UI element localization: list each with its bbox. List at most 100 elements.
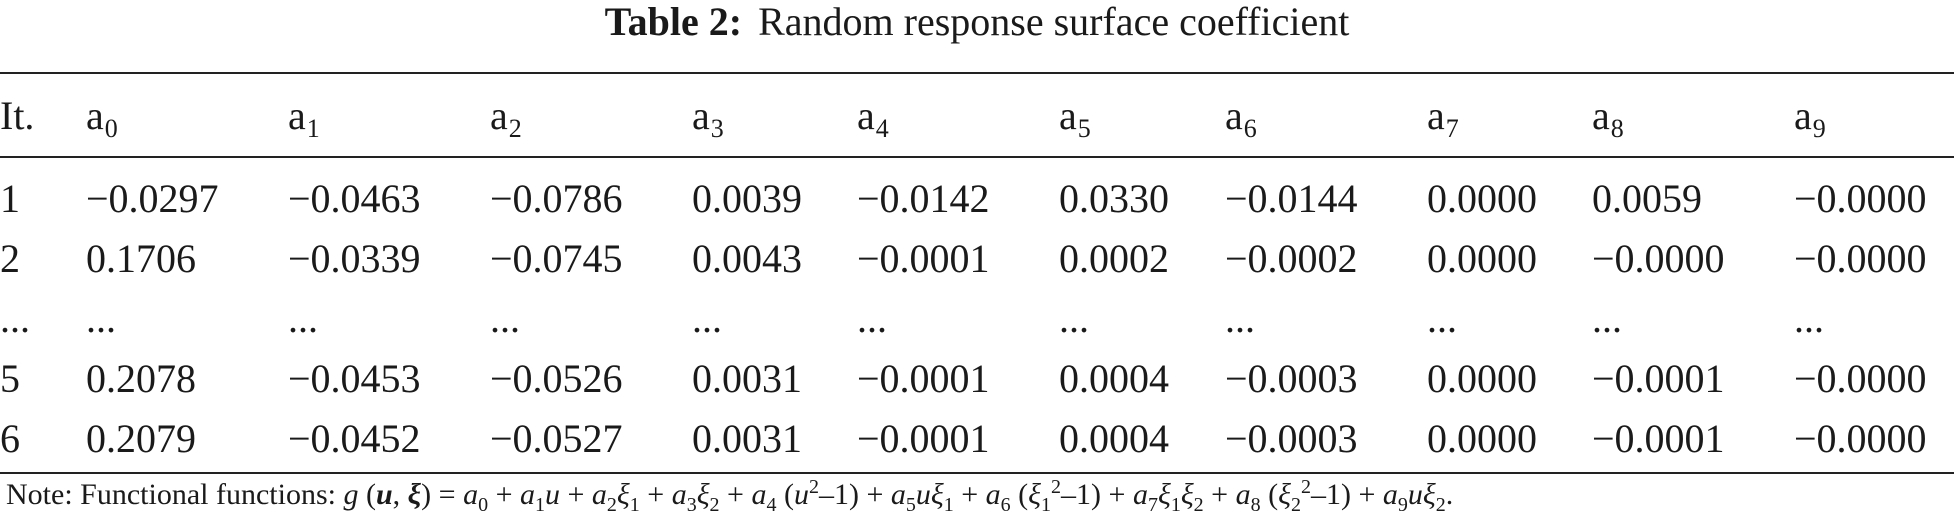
iteration-cell: 5 bbox=[0, 355, 20, 401]
iteration-cell: 1 bbox=[0, 175, 20, 221]
caption-label: Table 2: bbox=[604, 0, 743, 44]
note-prefix: Note: Functional functions: bbox=[6, 478, 336, 511]
coefficient-cell: −0.0453 bbox=[288, 355, 421, 401]
coefficient-cell: −0.0000 bbox=[1794, 235, 1927, 281]
coefficient-cell: −0.0001 bbox=[857, 235, 990, 281]
coefficient-cell: ... bbox=[692, 295, 722, 341]
coefficient-cell: ... bbox=[1427, 295, 1457, 341]
coefficient-cell: −0.0003 bbox=[1225, 355, 1358, 401]
coefficient-cell: ... bbox=[1059, 295, 1089, 341]
column-header-base: a bbox=[1059, 92, 1077, 138]
coefficient-cell: −0.0527 bbox=[490, 415, 623, 461]
coefficient-cell: 0.2079 bbox=[86, 415, 196, 461]
coefficient-cell: −0.0001 bbox=[1592, 415, 1725, 461]
table-header-row: It. a0 a1 a2 a3 a4 a5 a6 a7 a8 a9 bbox=[0, 73, 1954, 157]
column-header-subscript: 2 bbox=[508, 113, 522, 143]
column-header-a8: a8 bbox=[1592, 73, 1794, 157]
column-header-a1: a1 bbox=[288, 73, 490, 157]
column-header-subscript: 8 bbox=[1610, 113, 1624, 143]
column-header-a2: a2 bbox=[490, 73, 692, 157]
coefficient-cell: 0.0031 bbox=[692, 415, 802, 461]
coefficient-cell: −0.0339 bbox=[288, 235, 421, 281]
column-header-subscript: 3 bbox=[710, 113, 724, 143]
coefficient-cell: −0.0002 bbox=[1225, 235, 1358, 281]
iteration-cell: 6 bbox=[0, 415, 20, 461]
column-header-subscript: 1 bbox=[306, 113, 320, 143]
coefficient-cell: ... bbox=[1225, 295, 1255, 341]
coefficient-cell: −0.0144 bbox=[1225, 175, 1358, 221]
coefficient-cell: 0.0000 bbox=[1427, 415, 1537, 461]
coefficient-cell: −0.0786 bbox=[490, 175, 623, 221]
iteration-cell: ... bbox=[0, 295, 30, 341]
table-row: ................................. bbox=[0, 288, 1954, 348]
coefficient-cell: 0.0330 bbox=[1059, 175, 1169, 221]
coefficient-cell: ... bbox=[1794, 295, 1824, 341]
column-header-base: a bbox=[1794, 92, 1812, 138]
table-row: 2 0.1706 −0.0339 −0.0745 0.0043 −0.0001 0.0002… bbox=[0, 228, 1954, 288]
coefficient-cell: 0.0031 bbox=[692, 355, 802, 401]
note-formula: g (u, ξ) = a0 + a1u + a2ξ1 + a3ξ2 + a4 (… bbox=[343, 476, 1454, 516]
table-caption: Table 2: Random response surface coeffici… bbox=[0, 0, 1954, 42]
column-header-subscript: 0 bbox=[104, 113, 118, 143]
coefficient-cell: 0.0000 bbox=[1427, 355, 1537, 401]
column-header-base: a bbox=[1225, 92, 1243, 138]
column-header-a6: a6 bbox=[1225, 73, 1427, 157]
coefficient-cell: −0.0452 bbox=[288, 415, 421, 461]
column-header-base: a bbox=[490, 92, 508, 138]
coefficient-cell: 0.0039 bbox=[692, 175, 802, 221]
table-row: 6 0.2079 −0.0452 −0.0527 0.0031 −0.0001 0.0004… bbox=[0, 408, 1954, 473]
coefficient-cell: 0.0043 bbox=[692, 235, 802, 281]
column-header-a5: a5 bbox=[1059, 73, 1225, 157]
coefficient-cell: 0.0000 bbox=[1427, 235, 1537, 281]
column-header-subscript: 7 bbox=[1445, 113, 1459, 143]
coefficient-cell: −0.0297 bbox=[86, 175, 219, 221]
coefficient-cell: 0.0004 bbox=[1059, 415, 1169, 461]
coefficient-cell: −0.0000 bbox=[1794, 175, 1927, 221]
coefficient-cell: 0.2078 bbox=[86, 355, 196, 401]
column-header-base: a bbox=[692, 92, 710, 138]
coefficient-cell: −0.0001 bbox=[857, 415, 990, 461]
coefficient-cell: 0.0000 bbox=[1427, 175, 1537, 221]
table-row: 1 −0.0297 −0.0463 −0.0786 0.0039 −0.0142 0.033… bbox=[0, 157, 1954, 228]
column-header-a9: a9 bbox=[1794, 73, 1954, 157]
coefficient-cell: ... bbox=[86, 295, 116, 341]
column-header-subscript: 5 bbox=[1077, 113, 1091, 143]
coefficient-cell: −0.0001 bbox=[1592, 355, 1725, 401]
coefficient-cell: ... bbox=[1592, 295, 1622, 341]
table-note: Note: Functional functions: g (u, ξ) = a… bbox=[6, 477, 1453, 515]
coefficient-cell: −0.0745 bbox=[490, 235, 623, 281]
coefficient-cell: 0.0059 bbox=[1592, 175, 1702, 221]
iteration-cell: 2 bbox=[0, 235, 20, 281]
coefficient-cell: −0.0463 bbox=[288, 175, 421, 221]
column-header-base: a bbox=[1427, 92, 1445, 138]
column-header-base: a bbox=[1592, 92, 1610, 138]
coefficient-cell: −0.0000 bbox=[1794, 355, 1927, 401]
coefficient-cell: −0.0003 bbox=[1225, 415, 1358, 461]
coefficient-cell: −0.0001 bbox=[857, 355, 990, 401]
coefficient-cell: 0.0004 bbox=[1059, 355, 1169, 401]
column-header-subscript: 6 bbox=[1243, 113, 1257, 143]
column-header-subscript: 9 bbox=[1812, 113, 1826, 143]
coefficient-cell: −0.0000 bbox=[1794, 415, 1927, 461]
column-header-base: a bbox=[86, 92, 104, 138]
coefficient-cell: 0.1706 bbox=[86, 235, 196, 281]
coefficient-cell: 0.0002 bbox=[1059, 235, 1169, 281]
coefficient-cell: −0.0526 bbox=[490, 355, 623, 401]
column-header-base: a bbox=[288, 92, 306, 138]
coefficient-cell: −0.0142 bbox=[857, 175, 990, 221]
coefficient-cell: ... bbox=[857, 295, 887, 341]
coefficient-cell: ... bbox=[288, 295, 318, 341]
column-header-a7: a7 bbox=[1427, 73, 1592, 157]
column-header-a0: a0 bbox=[86, 73, 288, 157]
table-body: 1 −0.0297 −0.0463 −0.0786 0.0039 −0.0142 0.033… bbox=[0, 157, 1954, 473]
column-header-iteration: It. bbox=[0, 92, 35, 138]
coefficient-table: It. a0 a1 a2 a3 a4 a5 a6 a7 a8 a9 1 −0.0297 −0.0463… bbox=[0, 72, 1954, 474]
coefficient-cell: −0.0000 bbox=[1592, 235, 1725, 281]
column-header-base: a bbox=[857, 92, 875, 138]
column-header-a3: a3 bbox=[692, 73, 857, 157]
caption-title: Random response surface coefficient bbox=[758, 0, 1350, 44]
column-header-subscript: 4 bbox=[875, 113, 889, 143]
table-row: 5 0.2078 −0.0453 −0.0526 0.0031 −0.0001 0.0004… bbox=[0, 348, 1954, 408]
coefficient-cell: ... bbox=[490, 295, 520, 341]
column-header-a4: a4 bbox=[857, 73, 1059, 157]
